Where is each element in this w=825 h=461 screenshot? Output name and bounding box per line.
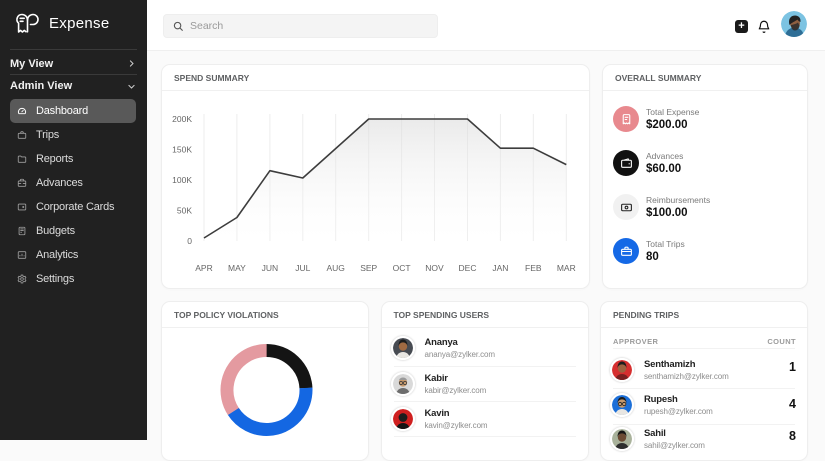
svg-text:AUG: AUG [326,263,344,273]
svg-text:200K: 200K [172,114,192,124]
svg-text:0: 0 [187,236,192,246]
svg-text:SEP: SEP [360,263,377,273]
svg-text:50K: 50K [177,205,192,215]
svg-text:FEB: FEB [525,263,542,273]
svg-text:100K: 100K [172,175,192,185]
svg-text:JUL: JUL [295,263,310,273]
svg-text:OCT: OCT [393,263,411,273]
svg-text:JUN: JUN [262,263,279,273]
svg-text:MAR: MAR [557,263,576,273]
svg-text:APR: APR [195,263,212,273]
svg-text:JAN: JAN [492,263,508,273]
svg-text:150K: 150K [172,145,192,155]
svg-text:NOV: NOV [425,263,444,273]
svg-text:DEC: DEC [459,263,477,273]
svg-text:MAY: MAY [228,263,246,273]
